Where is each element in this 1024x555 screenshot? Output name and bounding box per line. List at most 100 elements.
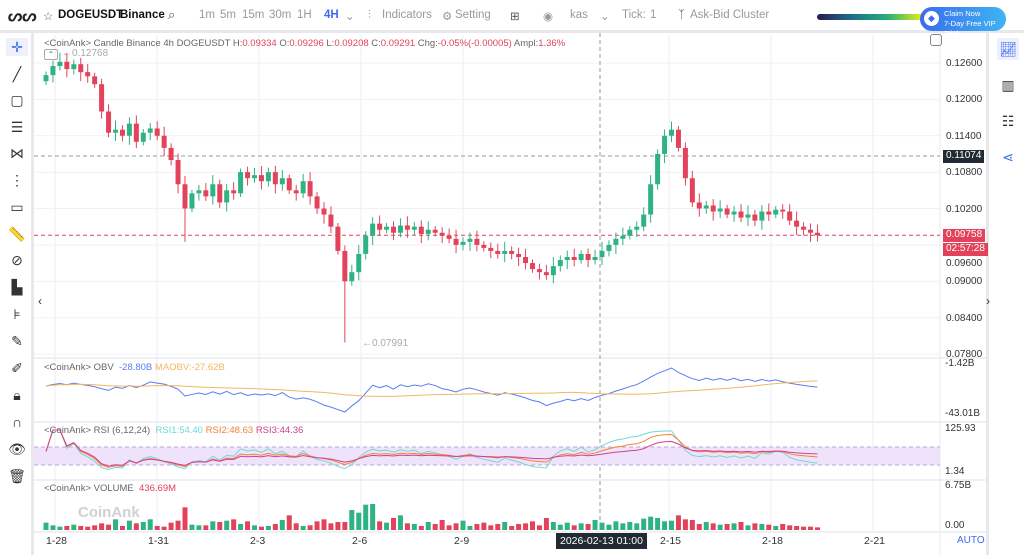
share-icon[interactable]: ⋖ [1002,149,1014,165]
lock-pencil-icon[interactable]: ✐ [11,360,23,376]
crosshair-price-label: 0.11074 [943,150,985,163]
volume-bar [391,518,396,530]
bars-icon[interactable]: ▥ [1001,77,1015,93]
interval-1m[interactable]: 1m [199,9,215,21]
tick-select[interactable]: 1 [650,9,657,21]
volume-bar [655,518,661,530]
magnet-icon[interactable]: ∩ [11,414,23,430]
eye-icon[interactable]: ◉ [543,11,554,23]
pattern-tool-icon[interactable]: ⋈ [10,145,24,161]
ask-bid-cluster-select[interactable]: Ask-Bid Cluster [690,9,770,21]
candle-body [57,61,63,67]
volume-bar [238,524,244,530]
rsi-params: (6,12,24) [112,425,151,436]
interval-1h[interactable]: 1H [297,9,312,21]
volume-bar [300,526,306,530]
coinank-logo-icon[interactable]: ᔕᔕ [8,8,37,25]
chart-area[interactable] [34,33,986,555]
fullscreen-icon[interactable] [930,34,942,46]
indicators-button[interactable]: Indicators [382,9,432,21]
volume-bar [154,526,160,530]
kas-select[interactable]: kas [570,9,588,21]
auto-scale-button[interactable]: AUTO [957,535,985,546]
candle-body [439,232,445,236]
volume-bar [801,526,807,530]
candle-body [488,247,494,251]
candle-body [258,175,264,182]
volume-bar [592,520,598,530]
setting-button[interactable]: Setting [455,9,491,21]
candle-body [397,225,403,233]
exchange[interactable]: Binance [120,9,165,21]
grid-icon[interactable]: ⊞ [510,11,520,23]
volume-bar [717,524,723,530]
collapse-right-icon[interactable]: › [986,294,990,308]
open-value: 0.09296 [289,38,324,49]
collapse-left-icon[interactable]: ‹ [38,294,42,308]
candle-body [752,214,758,221]
annotation-icon[interactable]: ▭ [10,199,24,215]
line-tool-icon[interactable]: ╱ [12,66,22,82]
star-icon[interactable]: ☆ [43,11,54,23]
close-value: 0.09291 [380,38,416,49]
list-icon[interactable]: ☷ [1001,113,1015,129]
candle-body [801,226,807,230]
candle-body [682,147,688,179]
interval-15m[interactable]: 15m [242,9,265,21]
bar-chart-icon[interactable]: ▙ [11,279,23,295]
date-tick: 1-31 [148,535,170,547]
volume-bar [474,524,480,530]
trash-icon[interactable]: 🗑︎ [8,468,26,484]
candle-legend: <CoinAnk> Candle Binance 4h DOGEUSDT H:0… [44,38,565,49]
candle-body [140,132,146,142]
volume-bar [210,521,216,530]
ruler-icon[interactable]: 📏 [8,226,26,242]
interval-5m[interactable]: 5m [220,9,236,21]
candle-body [335,226,341,251]
interval-30m[interactable]: 30m [269,9,292,21]
candle-body [196,190,202,194]
candle-body [467,238,473,242]
candle-body [543,272,549,276]
rsi-axis-bottom: 1.34 [945,466,965,477]
candle-body [119,129,125,136]
volume-bar [759,524,765,530]
candle-body [432,229,438,233]
candle-body [203,190,209,197]
pencil-icon[interactable]: ✎ [11,333,23,349]
candle-body [655,153,661,185]
magnet-brush-icon[interactable]: ⊘ [11,252,23,268]
volume-bar [814,527,820,530]
volume-bar [252,525,257,530]
volume-bar [662,521,668,530]
fib-tool-icon[interactable]: ⋮ [10,172,24,188]
chart-monitor-icon[interactable]: 📈︎ [997,38,1019,60]
crosshair-icon[interactable]: ✛ [6,38,28,56]
rsi3-value: RSI3:44.36 [255,425,304,436]
interval-4h[interactable]: 4H [324,9,339,21]
candle-body [495,250,501,254]
date-tick: 2-6 [352,535,368,547]
chevron-down-icon[interactable]: ⌄ [600,11,610,23]
volume-bar [71,524,77,530]
horizontal-lines-icon[interactable]: ☰ [10,119,24,135]
chevron-down-icon[interactable]: ⌄ [345,11,355,23]
rsi-axis-top: 125.93 [945,423,976,434]
candle-body [696,202,702,209]
change-value: -0.05%(-0.00005) [437,38,512,49]
candle-body [363,235,369,254]
search-icon[interactable]: ⌕ [168,7,176,22]
position-icon[interactable]: ⊧ [13,306,21,322]
eye-icon[interactable]: 👁︎ [8,441,26,457]
vip-trial-banner[interactable]: ◆ Claim Now 7-Day Free VIP Trial [920,7,1006,38]
volume-bar [342,522,348,530]
collapse-legend-button[interactable]: ⌃ [44,49,58,60]
volume-bar [536,525,542,530]
symbol[interactable]: DOGEUSDT [58,9,124,21]
lock-icon[interactable]: 🔒︎ [13,387,21,403]
candle-body [509,250,515,254]
heatmap-color-slider[interactable] [817,14,923,20]
volume-bar [794,526,800,530]
rectangle-tool-icon[interactable]: ▢ [10,92,24,108]
volume-bar [495,524,501,530]
